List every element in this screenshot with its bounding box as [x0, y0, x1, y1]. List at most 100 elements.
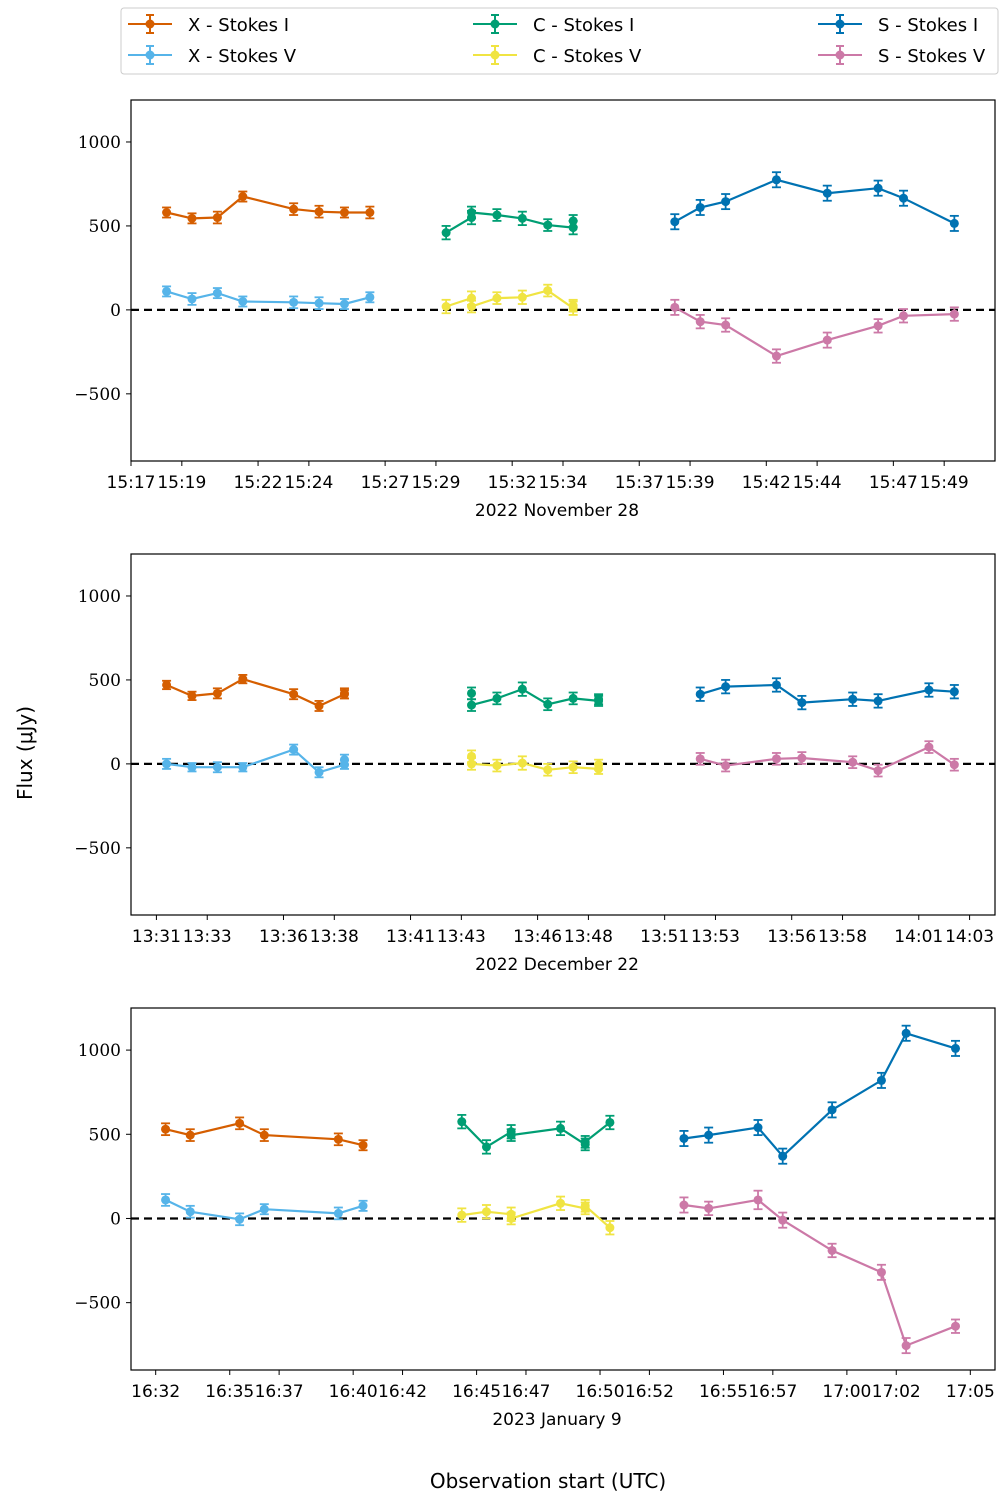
x-tick-label: 14:01 — [894, 927, 943, 947]
series-line — [470, 687, 600, 707]
series-x-stokes-v — [162, 743, 349, 779]
data-point — [949, 218, 959, 228]
data-point — [467, 207, 477, 217]
data-point — [901, 1028, 911, 1038]
legend-entry-s-stokes-v: S - Stokes V — [818, 45, 986, 67]
x-tick-label: 16:57 — [748, 1382, 797, 1402]
data-point — [492, 210, 502, 220]
data-point — [721, 682, 731, 692]
data-point — [771, 175, 781, 185]
data-point — [568, 693, 578, 703]
data-point — [580, 1137, 590, 1147]
data-point — [605, 1117, 615, 1127]
data-point — [212, 762, 222, 772]
data-point — [339, 688, 349, 698]
data-point — [289, 204, 299, 214]
x-tick-label: 16:42 — [378, 1382, 427, 1402]
data-point — [162, 286, 172, 296]
data-point — [753, 1123, 763, 1133]
data-point — [358, 1201, 368, 1211]
data-point — [848, 694, 858, 704]
data-point — [517, 292, 527, 302]
data-point — [951, 1321, 961, 1331]
y-tick-label: 1000 — [78, 587, 121, 607]
data-point — [162, 759, 172, 769]
data-point — [721, 197, 731, 207]
legend-label: S - Stokes I — [878, 15, 978, 36]
data-point — [467, 688, 477, 698]
x-tick-label: 13:58 — [818, 927, 867, 947]
data-point — [876, 1075, 886, 1085]
data-point — [339, 299, 349, 309]
data-point — [670, 302, 680, 312]
x-tick-label: 16:40 — [329, 1382, 378, 1402]
x-tick-label: 13:38 — [310, 927, 359, 947]
data-point — [670, 217, 680, 227]
series-s-stokes-v — [695, 740, 959, 778]
x-tick-label: 13:36 — [259, 927, 308, 947]
data-point — [568, 301, 578, 311]
series-line — [683, 1031, 956, 1158]
data-point — [314, 298, 324, 308]
x-tick-label: 16:47 — [501, 1382, 550, 1402]
data-point — [556, 1123, 566, 1133]
data-point — [212, 688, 222, 698]
data-point — [899, 311, 909, 321]
x-tick-label: 16:32 — [131, 1382, 180, 1402]
x-tick-label: 13:48 — [564, 927, 613, 947]
y-tick-label: 0 — [110, 1209, 121, 1229]
data-point — [873, 321, 883, 331]
data-point — [492, 293, 502, 303]
y-tick-label: 500 — [89, 1125, 121, 1145]
data-point — [721, 320, 731, 330]
data-point — [238, 296, 248, 306]
data-point — [899, 193, 909, 203]
data-point — [235, 1118, 245, 1128]
data-point — [568, 762, 578, 772]
data-point — [771, 351, 781, 361]
series-line — [445, 211, 575, 234]
data-point — [771, 754, 781, 764]
data-point — [848, 757, 858, 767]
data-point — [679, 1200, 689, 1210]
data-point — [517, 213, 527, 223]
data-point — [467, 700, 477, 710]
x-tick-label: 15:17 — [107, 473, 156, 493]
data-point — [259, 1204, 269, 1214]
data-point — [695, 202, 705, 212]
data-point — [876, 1267, 886, 1277]
data-point — [481, 1207, 491, 1217]
legend-box — [120, 7, 999, 75]
data-point — [259, 1130, 269, 1140]
x-tick-label: 13:46 — [513, 927, 562, 947]
legend-label: S - Stokes V — [878, 46, 986, 67]
data-point — [212, 288, 222, 298]
data-point — [441, 228, 451, 238]
data-point — [543, 220, 553, 230]
data-point — [704, 1203, 714, 1213]
x-tick-label: 15:29 — [411, 473, 460, 493]
data-point — [235, 1214, 245, 1224]
data-point — [187, 762, 197, 772]
x-tick-label: 13:43 — [437, 927, 486, 947]
y-tick-label: 1000 — [78, 1041, 121, 1061]
y-tick-label: 1000 — [78, 133, 121, 153]
plot-frame — [130, 553, 996, 916]
data-point — [543, 699, 553, 709]
series-c-stokes-i — [467, 681, 604, 712]
legend-label: X - Stokes I — [188, 15, 289, 36]
series-s-stokes-i — [695, 677, 959, 711]
x-tick-label: 16:35 — [205, 1382, 254, 1402]
x-tick-label: 13:41 — [386, 927, 435, 947]
series-c-stokes-v — [441, 283, 578, 316]
y-axis-label: Flux (μJy) — [13, 706, 37, 800]
series-line — [699, 745, 955, 772]
x-tick-label: 15:37 — [615, 473, 664, 493]
legend: X - Stokes I X - Stokes V C - Stokes I C - … — [120, 7, 999, 75]
x-tick-label: 15:32 — [488, 473, 537, 493]
x-tick-label: 14:03 — [945, 927, 994, 947]
plot-frame — [130, 99, 996, 462]
y-tick-label: 0 — [110, 755, 121, 775]
